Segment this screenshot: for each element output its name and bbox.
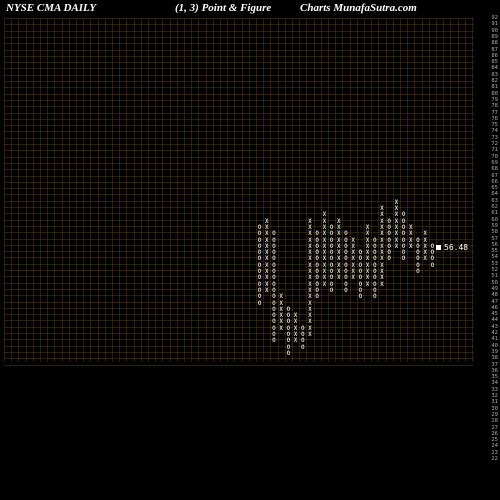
ticker-title: NYSE CMA DAILY [6,2,96,14]
y-tick: 78 [491,104,498,110]
y-tick: 61 [491,211,498,217]
y-tick: 51 [491,274,498,280]
y-tick: 68 [491,167,498,173]
pnf-x-cell: X [278,326,285,332]
pnf-o-cell: O [342,288,349,294]
y-tick: 88 [491,41,498,47]
y-tick: 41 [491,337,498,343]
y-tick: 81 [491,85,498,91]
pnf-x-cell: X [393,244,400,250]
pnf-o-cell: O [299,345,306,351]
pnf-x-cell: X [422,256,429,262]
chart-header: NYSE CMA DAILY (1, 3) Point & Figure Cha… [0,2,500,18]
pnf-x-cell: X [263,288,270,294]
last-price-marker [436,245,441,250]
pnf-x-cell: X [407,244,414,250]
pnf-o-cell: O [328,288,335,294]
pnf-o-cell: O [285,351,292,357]
pnf-x-cell: X [306,332,313,338]
y-tick: 38 [491,356,498,362]
pnf-x-cell: X [335,275,342,281]
pnf-o-cell: O [400,256,407,262]
last-price-label: 56.48 [444,243,468,252]
chart-params: (1, 3) Point & Figure [175,2,271,14]
y-tick: 58 [491,230,498,236]
chart-source: Charts MunafaSutra.com [300,2,417,14]
y-axis: 9291908988878685848382818079787776757473… [476,18,498,433]
y-tick: 91 [491,22,498,28]
y-tick: 48 [491,293,498,299]
pnf-x-cell: X [350,275,357,281]
pnf-o-cell: O [357,294,364,300]
pnf-x-cell: X [364,282,371,288]
pnf-o-cell: O [386,256,393,262]
pnf-o-cell: O [371,294,378,300]
pnf-o-cell: O [414,269,421,275]
pnf-o-cell: O [429,263,436,269]
y-tick: 71 [491,148,498,154]
y-tick: 31 [491,400,498,406]
pnf-x-cell: X [321,282,328,288]
pnf-x-cell: X [292,338,299,344]
y-tick: 28 [491,419,498,425]
y-tick: 22 [491,457,498,463]
pnf-o-cell: O [256,301,263,307]
pnf-x-cell: X [378,282,385,288]
pnf-o-cell: O [314,294,321,300]
chart-container: NYSE CMA DAILY (1, 3) Point & Figure Cha… [0,0,500,500]
pnf-chart: OOOOOOOOOOOOOXXXXXXXXXXXXOOOOOOOOOOOOOOO… [4,18,474,433]
pnf-o-cell: O [270,338,277,344]
